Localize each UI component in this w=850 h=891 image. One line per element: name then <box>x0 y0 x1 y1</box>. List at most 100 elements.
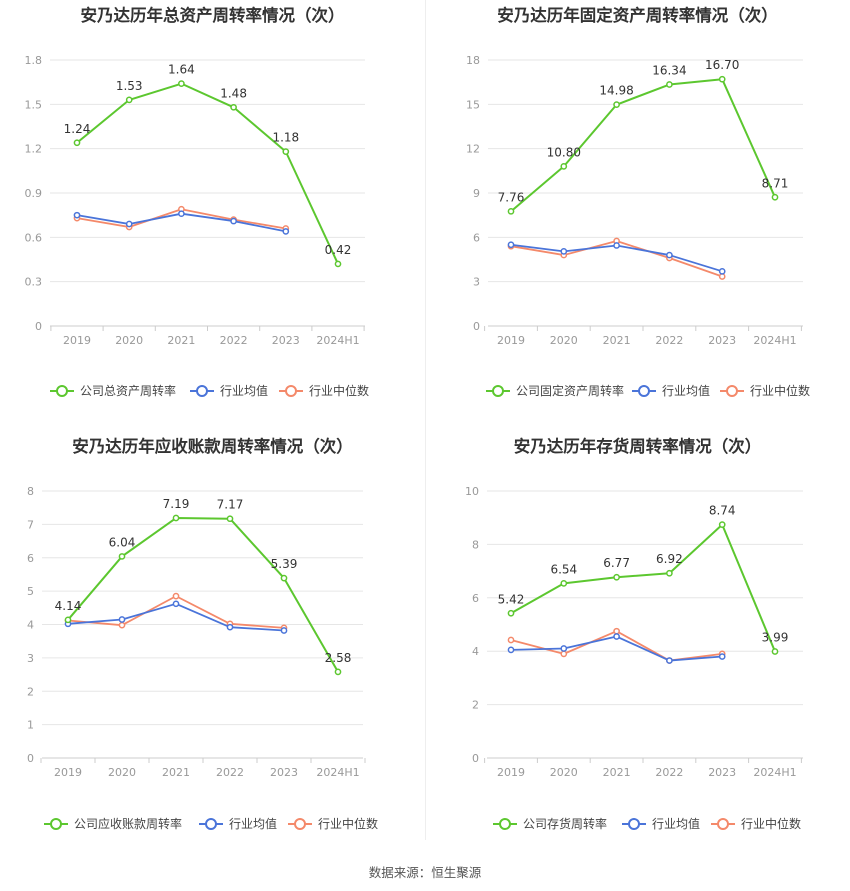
data-source-note: 数据来源：恒生聚源 <box>368 865 482 880</box>
legend-marker-median <box>285 385 297 397</box>
x-tick-label: 2020 <box>115 334 143 347</box>
y-tick-label: 0.6 <box>25 231 43 244</box>
legend-label-median: 行业中位数 <box>750 383 810 398</box>
data-point-avg <box>118 616 126 623</box>
x-tick-label: 2022 <box>220 334 248 347</box>
data-point-company <box>334 260 342 268</box>
y-tick-label: 6 <box>473 231 480 244</box>
data-point-company <box>560 580 568 587</box>
data-point-avg <box>718 267 726 275</box>
y-tick-label: 1 <box>27 719 34 732</box>
legend-marker-median <box>717 818 729 830</box>
data-label: 6.54 <box>550 562 577 576</box>
y-tick-label: 12 <box>466 143 480 156</box>
data-point-avg <box>226 623 234 631</box>
data-point-median <box>507 636 515 644</box>
chart-svg: 0 1 2 3 4 5 6 7 8 2019 2020 2021 2022 2023 2024H1 4.14 6… <box>27 485 378 831</box>
data-point-avg <box>178 210 185 218</box>
chart-title: 安乃达历年固定资产周转率情况（次） <box>497 6 778 25</box>
data-label: 1.24 <box>64 122 91 136</box>
chart-svg: 0 3 6 9 12 15 18 2019 2020 2021 2022 2023 2024H1 7.76… <box>466 54 810 398</box>
legend-marker-company <box>499 818 511 830</box>
x-tick-label: 2024H1 <box>316 766 359 779</box>
data-label: 8.71 <box>762 176 789 190</box>
data-point-company <box>125 96 133 104</box>
data-label: 5.39 <box>271 557 298 571</box>
series-line-company <box>510 523 776 652</box>
data-point-company <box>718 75 726 83</box>
y-tick-label: 9 <box>473 187 480 200</box>
x-tick-label: 2020 <box>550 766 578 779</box>
data-point-company <box>280 574 288 582</box>
data-point-company <box>178 80 185 87</box>
legend-label-avg: 行业均值 <box>220 383 268 398</box>
legend-label-company: 公司应收账款周转率 <box>74 816 182 831</box>
data-point-company <box>507 609 515 617</box>
legend-label-company: 公司存货周转率 <box>523 816 607 831</box>
data-point-avg <box>666 251 673 259</box>
data-point-avg <box>560 645 568 652</box>
data-point-company <box>118 553 126 560</box>
data-point-median <box>560 650 568 658</box>
y-tick-label: 4 <box>472 645 479 658</box>
chart-title: 安乃达历年应收账款周转率情况（次） <box>72 437 353 456</box>
data-label: 16.34 <box>652 64 686 78</box>
chart-panel-total-assets: 安乃达历年总资产周转率情况（次） 0 0.3 0.6 0.9 1.2 1.5 1.8 2019… <box>0 0 425 432</box>
x-tick-label: 2021 <box>603 334 631 347</box>
x-tick-label: 2024H1 <box>753 334 796 347</box>
data-point-company <box>560 163 568 170</box>
legend-label-company: 公司固定资产周转率 <box>516 383 624 398</box>
x-tick-label: 2021 <box>167 334 195 347</box>
data-point-median <box>718 273 726 280</box>
legend-label-median: 行业中位数 <box>741 816 801 831</box>
legend-label-company: 公司总资产周转率 <box>80 383 176 398</box>
legend-marker-median <box>294 818 306 830</box>
y-tick-label: 7 <box>27 518 34 531</box>
data-point-company <box>282 148 290 155</box>
data-label: 6.04 <box>109 535 136 549</box>
data-label: 6.77 <box>603 556 630 570</box>
chart-panel-fixed-assets: 安乃达历年固定资产周转率情况（次） 0 3 6 9 12 15 18 2019 2020 2021… <box>425 0 850 432</box>
series-line-avg <box>510 635 723 662</box>
data-label: 16.70 <box>705 58 739 72</box>
y-tick-label: 10 <box>465 485 479 498</box>
legend-label-avg: 行业均值 <box>652 816 700 831</box>
x-tick-label: 2019 <box>497 766 525 779</box>
data-point-avg <box>282 228 290 235</box>
data-label: 4.14 <box>55 599 82 613</box>
data-point-company <box>507 207 515 215</box>
data-point-avg <box>125 220 133 228</box>
series-line-avg <box>67 602 285 632</box>
data-point-avg <box>172 600 180 608</box>
legend-marker-company <box>492 385 504 397</box>
x-tick-label: 2023 <box>272 334 300 347</box>
data-point-company <box>64 616 72 624</box>
legend-label-median: 行业中位数 <box>309 383 369 398</box>
legend-marker-company <box>50 818 62 830</box>
x-tick-label: 2023 <box>270 766 298 779</box>
data-point-avg <box>280 627 288 634</box>
y-tick-label: 1.8 <box>25 54 43 67</box>
data-point-avg <box>560 248 568 255</box>
data-point-company <box>613 101 620 108</box>
x-tick-label: 2022 <box>655 334 683 347</box>
data-point-company <box>172 514 180 522</box>
data-point-company <box>666 81 673 88</box>
y-tick-label: 0 <box>35 320 42 333</box>
y-tick-label: 2 <box>27 685 34 698</box>
y-tick-label: 1.5 <box>25 98 43 111</box>
y-tick-label: 0 <box>27 752 34 765</box>
x-tick-label: 2019 <box>497 334 525 347</box>
data-point-company <box>334 668 342 676</box>
data-point-company <box>613 573 620 581</box>
data-point-avg <box>507 646 515 654</box>
y-tick-label: 6 <box>27 552 34 565</box>
data-point-avg <box>73 211 81 219</box>
series-line-company <box>67 517 339 673</box>
y-tick-label: 5 <box>27 585 34 598</box>
legend-label-avg: 行业均值 <box>662 383 710 398</box>
data-point-company <box>718 521 726 528</box>
chart-panel-inventory: 安乃达历年存货周转率情况（次） 0 2 4 6 8 10 2019 2020 2021 2022 2… <box>425 431 850 863</box>
x-tick-label: 2019 <box>63 334 91 347</box>
x-tick-label: 2020 <box>550 334 578 347</box>
